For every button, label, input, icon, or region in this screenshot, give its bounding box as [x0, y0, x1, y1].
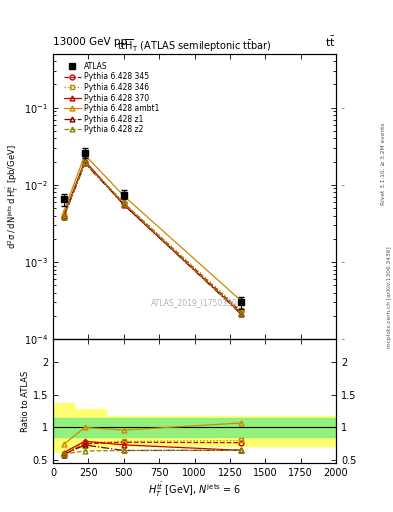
Text: mcplots.cern.ch [arXiv:1306.3436]: mcplots.cern.ch [arXiv:1306.3436]	[387, 246, 391, 348]
Text: 13000 GeV pp: 13000 GeV pp	[53, 37, 127, 47]
Text: ATLAS_2019_I1750330: ATLAS_2019_I1750330	[151, 297, 238, 307]
X-axis label: $H_T^{t\bar{t}}$ [GeV], $N^{\mathrm{jets}}$ = 6: $H_T^{t\bar{t}}$ [GeV], $N^{\mathrm{jets…	[148, 481, 241, 499]
Text: $\mathrm{t\bar{t}}$: $\mathrm{t\bar{t}}$	[325, 35, 336, 49]
Text: Rivet 3.1.10, ≥ 3.2M events: Rivet 3.1.10, ≥ 3.2M events	[381, 122, 386, 205]
Legend: ATLAS, Pythia 6.428 345, Pythia 6.428 346, Pythia 6.428 370, Pythia 6.428 ambt1,: ATLAS, Pythia 6.428 345, Pythia 6.428 34…	[62, 60, 161, 136]
Title: tt$\overline{\mathrm{H}}_\mathrm{T}$ (ATLAS semileptonic t$\bar{\mathrm{t}}$bar): tt$\overline{\mathrm{H}}_\mathrm{T}$ (AT…	[117, 37, 272, 54]
Y-axis label: $\mathrm{d^2\sigma\,/\,d\,N^{jets}\,d\,H_T^{t\bar{t}}}$ [pb/GeV]: $\mathrm{d^2\sigma\,/\,d\,N^{jets}\,d\,H…	[5, 144, 21, 249]
Bar	[53, 418, 336, 437]
Y-axis label: Ratio to ATLAS: Ratio to ATLAS	[21, 371, 30, 432]
